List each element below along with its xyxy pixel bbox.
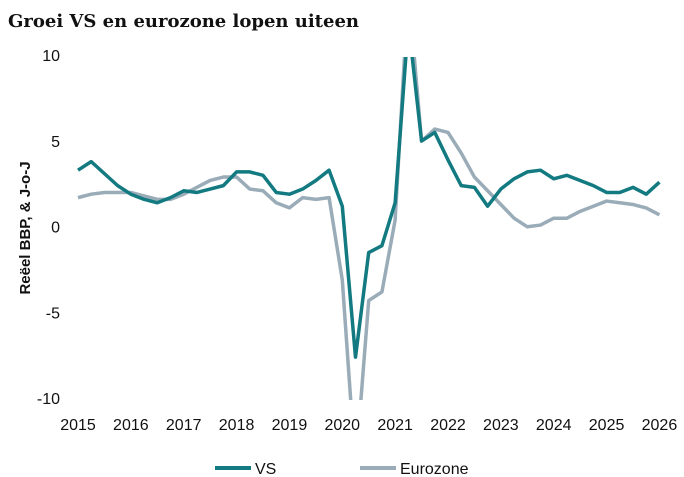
x-tick-label: 2018 (219, 417, 255, 434)
x-tick-label: 2015 (60, 417, 96, 434)
x-tick-label: 2023 (483, 417, 519, 434)
y-tick-label: 0 (51, 220, 60, 237)
legend-label: Eurozone (400, 461, 469, 477)
x-tick-label: 2022 (430, 417, 466, 434)
series-line (77, 57, 661, 359)
x-tick-label: 2017 (166, 417, 202, 434)
chart-title: Groei VS en eurozone lopen uiteen (8, 11, 359, 32)
x-tick-label: 2021 (377, 417, 413, 434)
y-tick-label: 5 (51, 134, 60, 151)
y-tick-label: -5 (46, 305, 60, 322)
x-tick-label: 2024 (536, 417, 572, 434)
plot-area (77, 57, 661, 400)
x-tick-label: 2026 (642, 417, 678, 434)
legend-label: VS (255, 461, 276, 477)
x-tick-label: 2019 (272, 417, 308, 434)
series-line (77, 57, 661, 400)
x-tick-label: 2016 (113, 417, 149, 434)
x-tick-label: 2025 (589, 417, 625, 434)
y-axis-label: Reëel BBP, & J-o-J (17, 161, 34, 294)
y-tick-label: -10 (37, 391, 60, 408)
x-tick-label: 2020 (324, 417, 360, 434)
y-tick-label: 10 (42, 48, 60, 65)
